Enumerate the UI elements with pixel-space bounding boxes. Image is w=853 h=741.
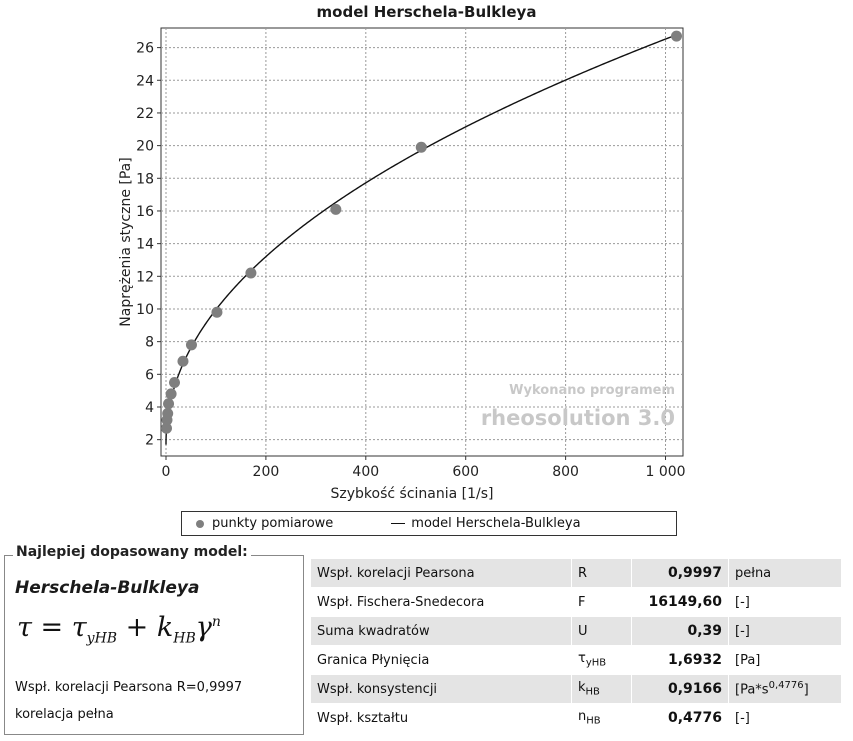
- y-tick-label: 18: [136, 171, 154, 187]
- data-point: [177, 355, 189, 367]
- table-row: Suma kwadratów U 0,39 [-]: [310, 616, 842, 646]
- table-row: Wspł. Fischera-Snedecora F 16149,60 [-]: [310, 587, 842, 617]
- stat-value: 0,9166: [631, 674, 729, 704]
- chart-legend: punkty pomiarowe model Herschela-Bulkley…: [181, 511, 677, 536]
- chart-title: model Herschela-Bulkleya: [316, 3, 537, 21]
- stat-symbol: τyHB: [571, 645, 632, 675]
- x-tick-label: 200: [253, 464, 280, 480]
- watermark-line-2: rheosolution 3.0: [481, 406, 675, 430]
- best-model-panel: Najlepiej dopasowany model: Herschela-Bu…: [4, 544, 304, 735]
- legend-marker-model: [391, 523, 406, 524]
- stat-unit: pełna: [728, 558, 842, 588]
- best-model-name: Herschela-Bulkleya: [15, 578, 200, 598]
- data-point: [160, 422, 172, 434]
- x-tick-label: 600: [452, 464, 479, 480]
- y-tick-label: 26: [136, 41, 154, 57]
- data-point: [671, 30, 683, 42]
- data-point: [163, 398, 175, 410]
- stat-label: Wspł. korelacji Pearsona: [310, 558, 572, 588]
- x-tick-label: 400: [352, 464, 379, 480]
- stat-symbol: U: [571, 616, 632, 646]
- stat-unit: [Pa*s0,4776]: [728, 674, 842, 704]
- fit-statistics-table: Wspł. korelacji Pearsona R 0,9997 pełna …: [310, 558, 842, 733]
- data-point: [330, 203, 342, 215]
- data-point: [211, 306, 223, 318]
- y-axis-label: Naprężenia styczne [Pa]: [118, 157, 134, 326]
- best-model-header: Najlepiej dopasowany model:: [13, 544, 251, 560]
- correlation-summary: korelacja pełna: [15, 707, 114, 722]
- data-point: [165, 388, 177, 400]
- y-tick-label: 12: [136, 269, 154, 285]
- data-point: [168, 376, 180, 388]
- stat-unit: [-]: [728, 587, 842, 617]
- legend-label-points: punkty pomiarowe: [212, 516, 334, 531]
- legend-label-model: model Herschela-Bulkleya: [411, 516, 581, 531]
- stat-symbol: F: [571, 587, 632, 617]
- stat-unit: [-]: [728, 703, 842, 733]
- x-tick-label: 1 000: [645, 464, 685, 480]
- y-tick-label: 24: [136, 73, 154, 89]
- y-tick-label: 4: [145, 400, 154, 416]
- data-point: [415, 141, 427, 153]
- table-row: Granica Płynięcia τyHB 1,6932 [Pa]: [310, 645, 842, 675]
- x-tick-label: 800: [552, 464, 579, 480]
- stat-value: 0,9997: [631, 558, 729, 588]
- model-formula: τ = τyHB + kHBγn: [17, 612, 221, 647]
- stat-symbol: kHB: [571, 674, 632, 704]
- y-tick-label: 10: [136, 302, 154, 318]
- y-tick-label: 2: [145, 433, 154, 449]
- stat-label: Wspł. konsystencji: [310, 674, 572, 704]
- y-tick-label: 6: [145, 367, 154, 383]
- plot-area: [160, 27, 684, 457]
- data-point: [245, 267, 257, 279]
- y-tick-label: 8: [145, 335, 154, 351]
- y-tick-label: 14: [136, 237, 154, 253]
- stat-value: 16149,60: [631, 587, 729, 617]
- y-tick-label: 20: [136, 139, 154, 155]
- y-tick-label: 22: [136, 106, 154, 122]
- stat-value: 0,39: [631, 616, 729, 646]
- x-tick-label: 0: [162, 464, 171, 480]
- stat-unit: [-]: [728, 616, 842, 646]
- data-point: [162, 408, 174, 420]
- stat-symbol: nHB: [571, 703, 632, 733]
- stat-unit: [Pa]: [728, 645, 842, 675]
- pearson-summary: Wspł. korelacji Pearsona R=0,9997: [15, 680, 243, 695]
- table-row: Wspł. kształtu nHB 0,4776 [-]: [310, 703, 842, 733]
- stat-label: Wspł. Fischera-Snedecora: [310, 587, 572, 617]
- stat-symbol: R: [571, 558, 632, 588]
- y-tick-label: 16: [136, 204, 154, 220]
- table-row: Wspł. korelacji Pearsona R 0,9997 pełna: [310, 558, 842, 588]
- x-axis-label: Szybkość ścinania [1/s]: [331, 486, 494, 502]
- data-point: [185, 339, 197, 351]
- stat-label: Suma kwadratów: [310, 616, 572, 646]
- watermark-line-1: Wykonano programem: [509, 383, 675, 398]
- stat-label: Granica Płynięcia: [310, 645, 572, 675]
- legend-marker-points: [196, 519, 204, 528]
- stat-label: Wspł. kształtu: [310, 703, 572, 733]
- table-row: Wspł. konsystencji kHB 0,9166 [Pa*s0,477…: [310, 674, 842, 704]
- stat-value: 1,6932: [631, 645, 729, 675]
- stat-value: 0,4776: [631, 703, 729, 733]
